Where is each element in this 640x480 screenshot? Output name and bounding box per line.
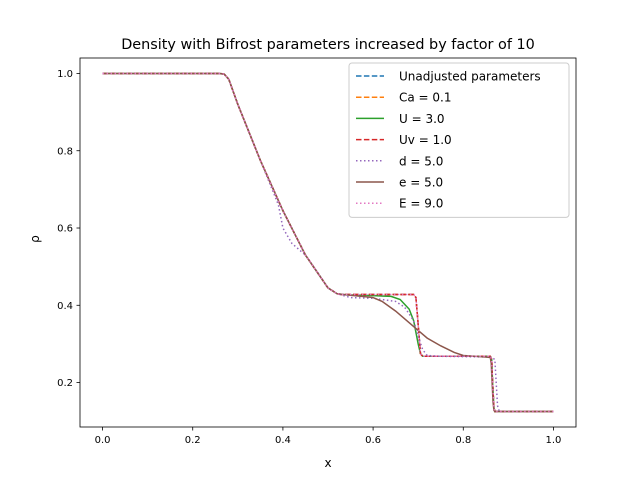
x-tick-label: 0.4 <box>275 435 291 446</box>
y-tick-label: 1.0 <box>57 69 73 80</box>
axes-frame <box>79 57 577 428</box>
plot-area <box>102 72 554 413</box>
x-tick-label: 0.6 <box>365 435 381 446</box>
y-tick-label: 0.8 <box>57 146 73 157</box>
legend-box <box>348 62 570 218</box>
y-axis-label: ρ <box>28 235 42 243</box>
x-axis-label: x <box>324 456 331 470</box>
legend: Unadjusted parameters Ca = 0.1 U = 3.0 Uv =… <box>348 62 570 218</box>
y-tick-label: 0.2 <box>57 378 73 389</box>
y-tick-label: 0.4 <box>57 301 73 312</box>
legend-label: Ca = 0.1 <box>399 91 452 105</box>
legend-label: Unadjusted parameters <box>399 70 541 84</box>
legend-label: e = 5.0 <box>399 176 443 190</box>
legend-label: Uv = 1.0 <box>399 133 452 147</box>
y-tick-label: 0.6 <box>57 224 73 235</box>
chart-title: Density with Bifrost parameters increase… <box>121 37 535 53</box>
x-tick-label: 0.8 <box>455 435 471 446</box>
x-tick-label: 1.0 <box>546 435 562 446</box>
x-tick-label: 0.0 <box>95 435 111 446</box>
legend-label: U = 3.0 <box>399 112 445 126</box>
axes: 0.0 0.2 0.4 0.6 0.8 1.0 0.2 0.4 0.6 0.8 1.0 <box>57 57 577 446</box>
legend-label: d = 5.0 <box>399 154 443 168</box>
legend-label: E = 9.0 <box>399 197 443 211</box>
x-tick-label: 0.2 <box>185 435 201 446</box>
